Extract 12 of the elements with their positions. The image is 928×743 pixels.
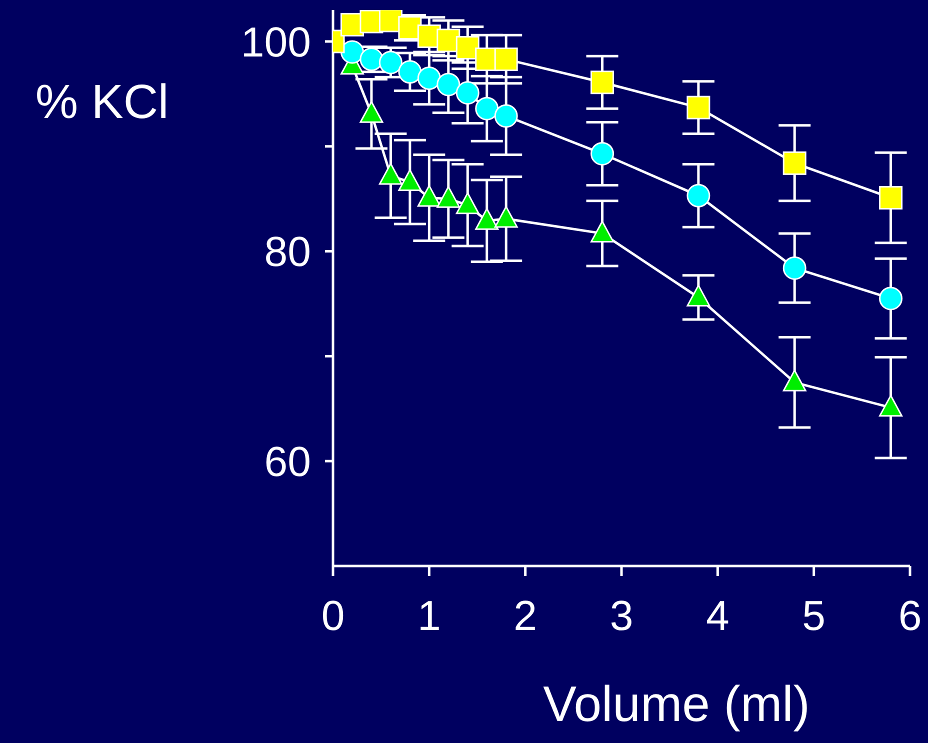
x-axis-title: Volume (ml) xyxy=(543,676,810,732)
y-tick-label: 60 xyxy=(264,438,311,486)
y-tick-label: 100 xyxy=(240,18,311,66)
x-tick-label: 5 xyxy=(802,592,826,639)
x-tick-label: 4 xyxy=(706,592,730,639)
y-tick-label: 80 xyxy=(264,228,311,276)
y-axis-title: % KCl xyxy=(35,76,169,129)
x-tick-label: 0 xyxy=(321,592,345,639)
x-tick-label: 3 xyxy=(610,592,634,639)
x-tick-label: 2 xyxy=(514,592,538,639)
x-tick-label: 1 xyxy=(417,592,441,639)
x-tick-label: 6 xyxy=(898,592,922,639)
